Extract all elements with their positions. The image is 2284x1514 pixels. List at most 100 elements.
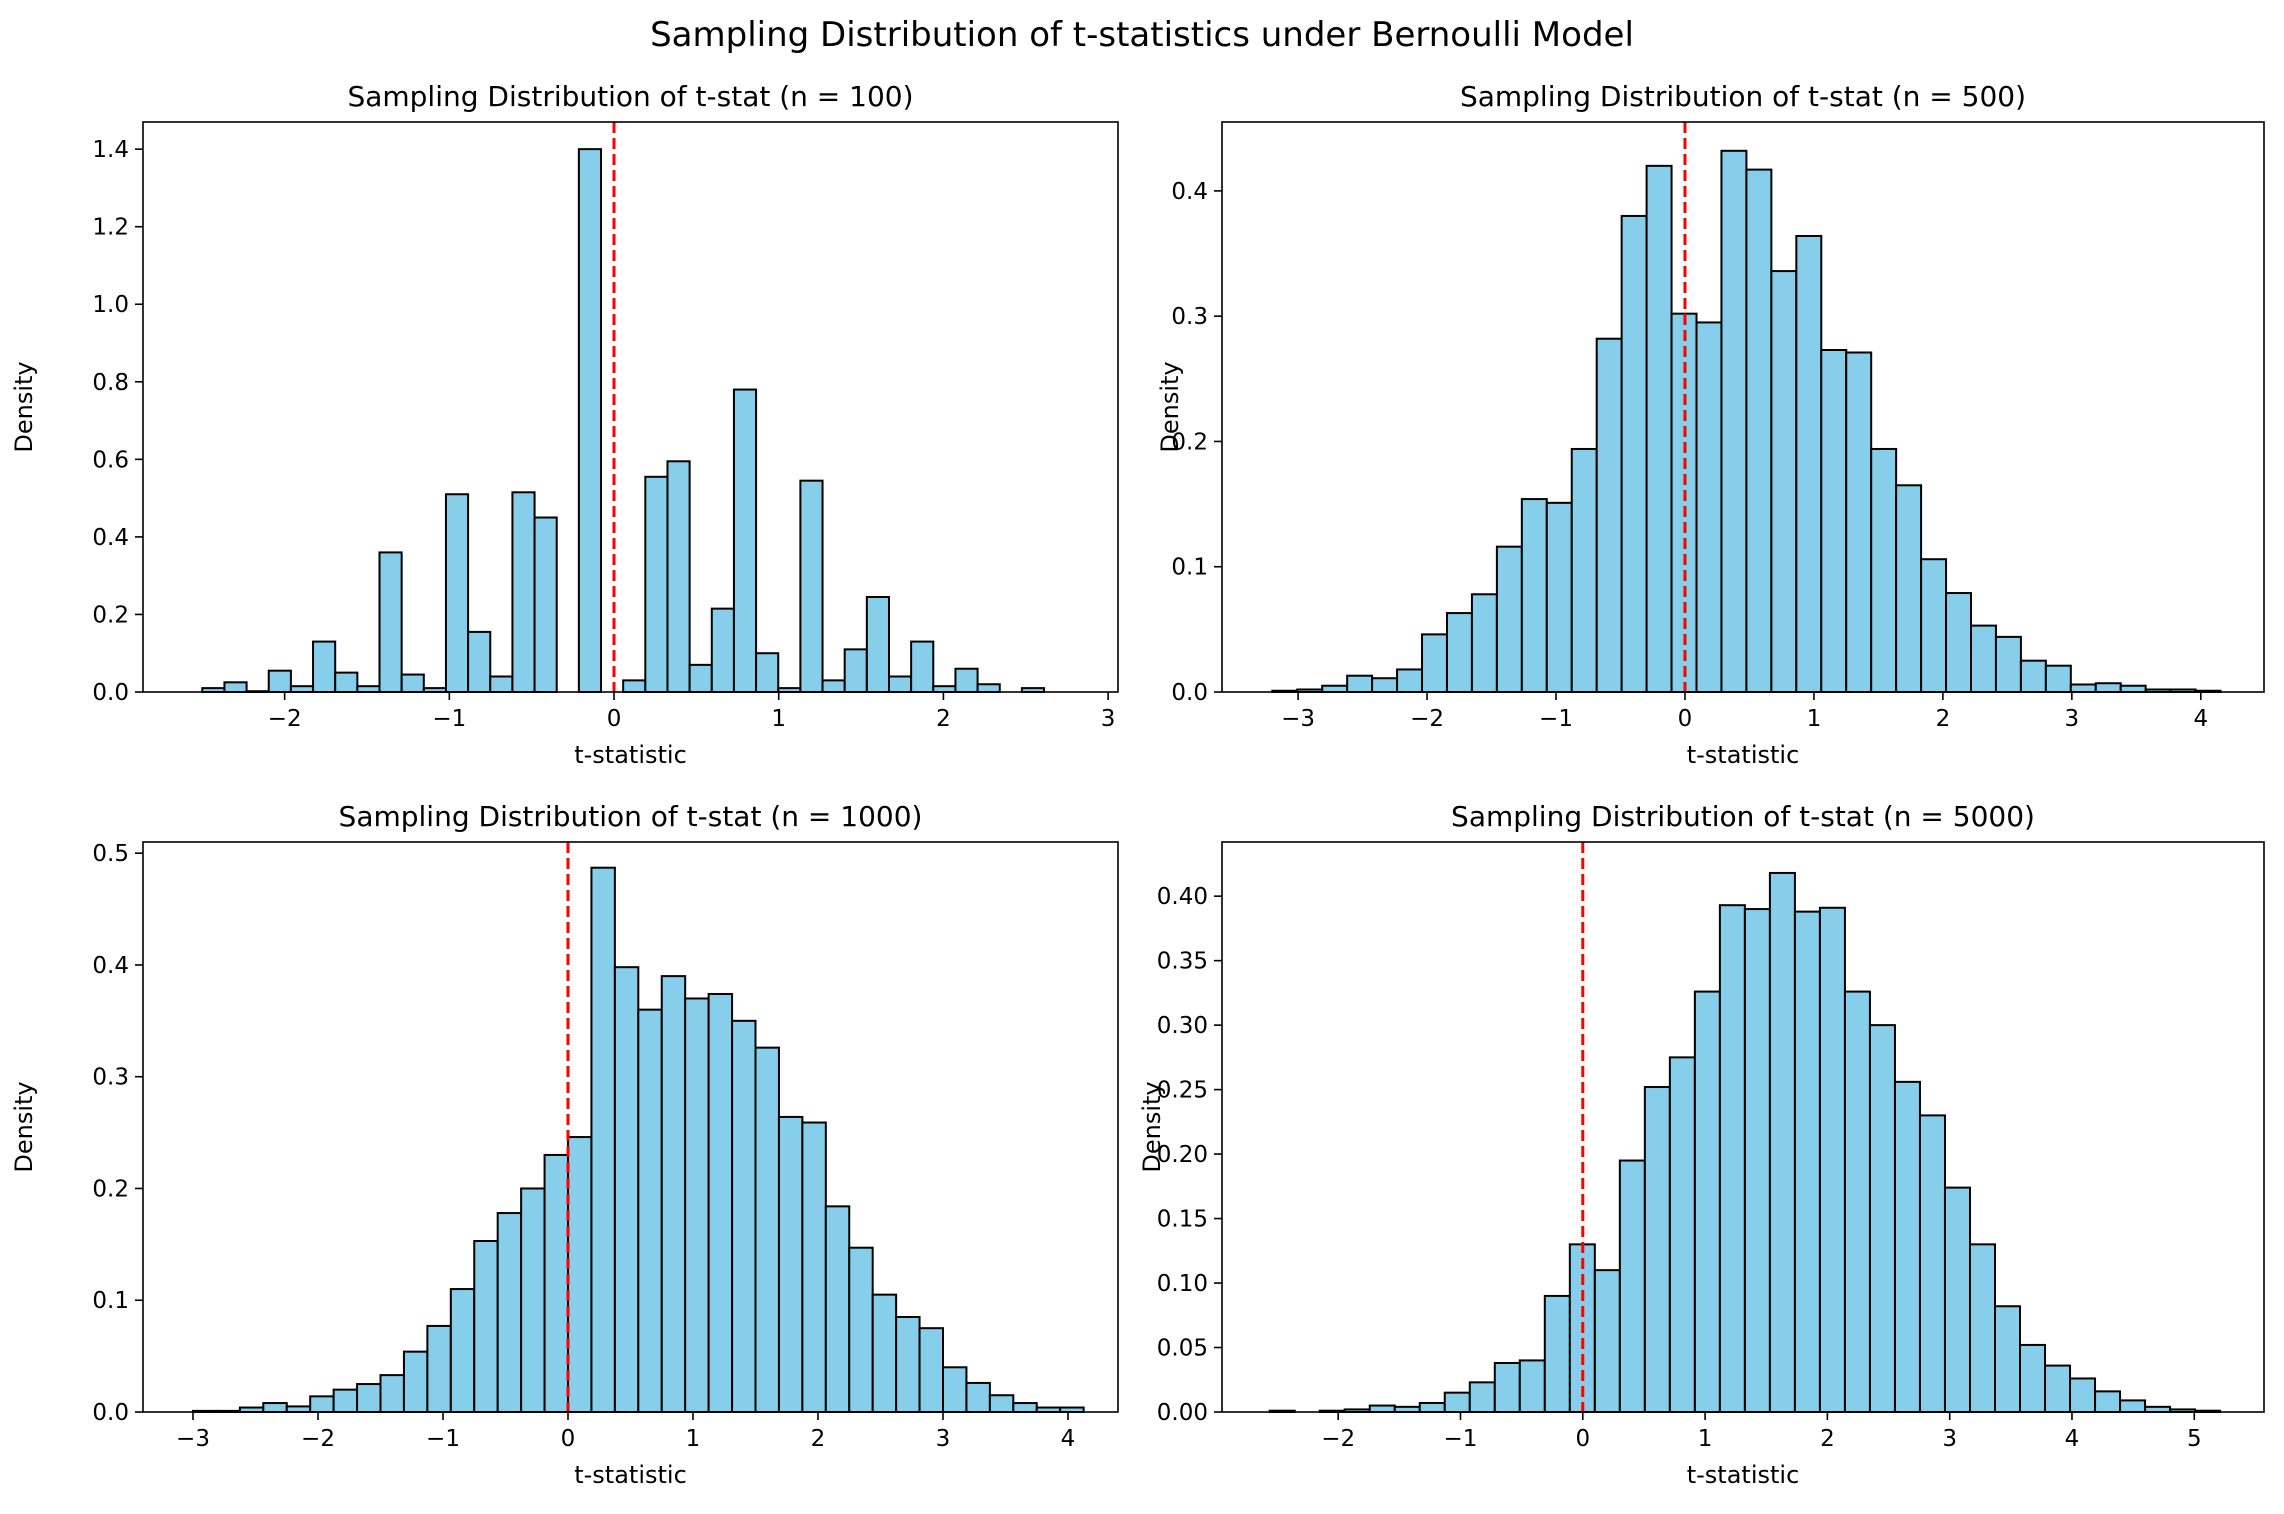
histogram-bar [449, 1288, 476, 1414]
y-axis: 0.00 0.05 0.10 0.15 0.20 0.25 0.30 0.35 0.40 [1157, 884, 1222, 1426]
histogram-bar [666, 460, 691, 693]
histogram-bar [754, 1046, 780, 1414]
histogram-bar [1545, 501, 1573, 694]
y-axis-label: Density [1138, 1081, 1166, 1172]
histogram-bar [1895, 484, 1923, 693]
y-tick-label: 0.10 [1157, 1271, 1208, 1297]
x-tick-label: 1 [771, 706, 786, 732]
histogram-bar [1745, 168, 1773, 694]
plot-frame [142, 841, 1119, 1413]
histogram-bar [332, 1388, 359, 1414]
histogram-bar [848, 1246, 874, 1414]
y-tick-label: 0.2 [92, 602, 129, 628]
x-tick-label: −1 [432, 706, 466, 732]
y-tick-label: 1.4 [92, 137, 129, 163]
histogram-bar [402, 1350, 429, 1414]
histogram-bar [1920, 558, 1948, 694]
histogram-bar [467, 630, 492, 693]
histogram-bar [577, 148, 603, 693]
histogram-bar [309, 1395, 335, 1413]
histogram-bar [1768, 871, 1796, 1413]
panel-title: Sampling Distribution of t-stat (n = 500… [1460, 80, 2026, 113]
histogram-bar [1468, 1381, 1496, 1413]
x-tick-label: 2 [936, 706, 951, 732]
x-tick-label: 3 [1101, 706, 1116, 732]
histogram-bar [1421, 633, 1448, 693]
histogram-bar [1643, 1086, 1671, 1413]
histogram-bar [1396, 668, 1424, 694]
y-tick-label: 0.0 [1171, 680, 1208, 706]
histogram-bar [1795, 235, 1823, 693]
histogram-bar [356, 1383, 382, 1414]
histogram-bar [1445, 612, 1473, 693]
histogram-bar [865, 596, 890, 693]
histogram-bar [2119, 1399, 2147, 1414]
x-tick-label: 0 [1678, 706, 1693, 732]
plot-frame [1221, 121, 2265, 693]
histogram-bar [520, 1187, 546, 1413]
histogram-bar [262, 1402, 288, 1414]
y-tick-label: 0.6 [92, 447, 129, 473]
y-axis-label: Density [1156, 361, 1184, 452]
histogram-bar [1321, 684, 1349, 694]
x-tick-label: 3 [936, 1426, 951, 1452]
x-tick-label: 4 [1061, 1426, 1076, 1452]
x-tick-label: −2 [1410, 706, 1444, 732]
histogram-bar [543, 1153, 569, 1413]
x-tick-label: 0 [1575, 1426, 1590, 1452]
histogram-bar [918, 1327, 944, 1414]
y-tick-label: 0.30 [1157, 1013, 1208, 1039]
x-tick-label: 3 [1942, 1426, 1957, 1452]
histogram-bar [965, 1381, 991, 1413]
x-tick-label: 2 [811, 1426, 826, 1452]
y-tick-label: 1.2 [92, 215, 129, 241]
y-axis: 0.0 0.1 0.2 0.3 0.4 0.5 [92, 841, 143, 1426]
histogram-bar [887, 675, 913, 694]
histogram-bar [1743, 908, 1771, 1413]
y-tick-label: 0.0 [92, 1400, 129, 1426]
histogram-bar [1495, 545, 1523, 694]
x-tick-label: 1 [1807, 706, 1822, 732]
histogram-bar [1368, 1404, 1396, 1413]
histogram-panel-n5000: −2 −1 0 1 2 3 4 50.000.050.100.150.200.250.300.… [1138, 800, 2265, 1489]
histogram-bar [590, 866, 616, 1413]
histogram-bar [1620, 214, 1648, 693]
histogram-panel-n100: −2 −1 0 1 2 3 0.0 0.2 0.4 0.6 0.8 1.0 1.2 1.4 Sampling… [10, 80, 1119, 769]
histogram-bar [1793, 910, 1821, 1413]
histogram-bar [2119, 684, 2147, 694]
x-axis-label: t-statistic [1687, 1461, 1800, 1489]
histogram-bar [871, 1293, 898, 1414]
y-axis: 0.0 0.2 0.4 0.6 0.8 1.0 1.2 1.4 [92, 137, 143, 706]
x-axis-label: t-statistic [574, 1461, 687, 1489]
histogram-bar [2069, 1377, 2097, 1413]
histogram-bar [755, 652, 780, 693]
figure-title: Sampling Distribution of t-statistics un… [650, 15, 1634, 55]
histogram-bar [312, 640, 337, 694]
histogram-bar [1718, 904, 1746, 1414]
panel-title: Sampling Distribution of t-stat (n = 500… [1451, 800, 2035, 833]
histogram-bar [637, 1008, 663, 1413]
histogram-bar [1893, 1080, 1921, 1413]
histogram-bar [289, 685, 315, 693]
y-axis-label: Density [10, 1081, 38, 1172]
histogram-bar [1543, 1294, 1571, 1413]
histogram-bar [644, 475, 669, 694]
plot-frame [1221, 841, 2265, 1413]
histogram-bar [496, 1212, 523, 1414]
x-tick-label: 1 [1698, 1426, 1713, 1452]
histogram-bar [2019, 659, 2047, 694]
y-tick-label: 0.0 [92, 680, 129, 706]
x-tick-label: −1 [1444, 1426, 1478, 1452]
histogram-bar [2044, 664, 2072, 694]
y-tick-label: 0.4 [1171, 179, 1208, 205]
histogram-bar [688, 663, 713, 693]
y-tick-label: 0.4 [92, 953, 129, 979]
x-tick-label: 0 [607, 706, 622, 732]
y-tick-label: 0.2 [1171, 429, 1208, 455]
histogram-bar [444, 493, 470, 693]
y-tick-label: 0.3 [1171, 304, 1208, 330]
y-tick-label: 0.15 [1157, 1207, 1208, 1233]
y-tick-label: 0.00 [1157, 1400, 1208, 1426]
histogram-bar [1945, 592, 1973, 693]
